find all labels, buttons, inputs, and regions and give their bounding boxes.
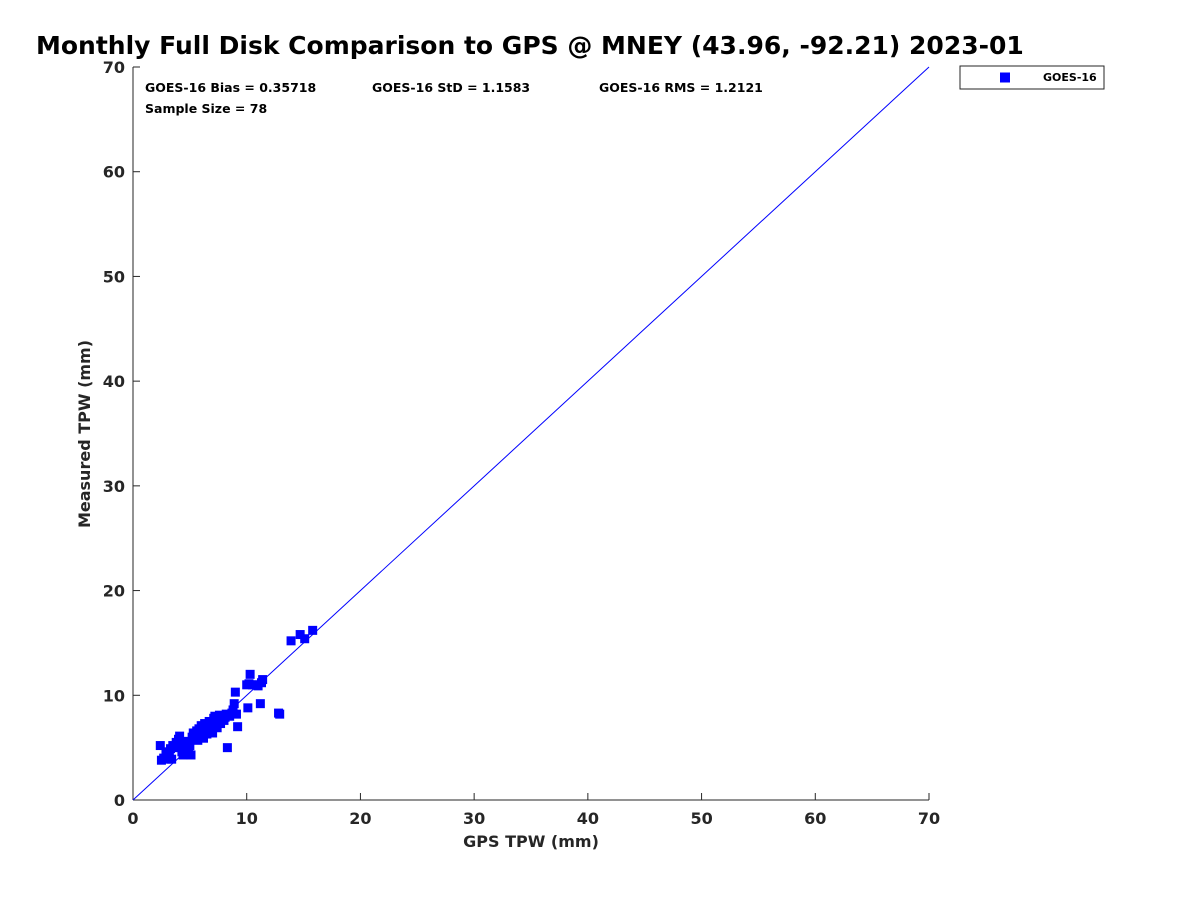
data-point — [185, 741, 195, 751]
data-point — [300, 634, 310, 644]
data-point — [206, 722, 216, 732]
data-point — [233, 722, 243, 732]
data-point — [175, 731, 185, 741]
y-tick-label: 0 — [114, 791, 125, 810]
data-point — [231, 709, 241, 719]
y-tick-label: 10 — [103, 686, 125, 705]
data-point — [295, 630, 305, 640]
one-to-one-line — [132, 66, 930, 801]
x-tick-label: 0 — [127, 809, 138, 828]
y-tick-label: 30 — [103, 477, 125, 496]
data-point — [204, 716, 214, 726]
data-point — [222, 743, 232, 753]
chart-title: Monthly Full Disk Comparison to GPS @ MN… — [36, 31, 1024, 60]
data-point — [274, 708, 284, 718]
data-point — [230, 687, 240, 697]
y-tick-label: 60 — [103, 163, 125, 182]
data-point — [255, 699, 265, 709]
data-point — [243, 703, 253, 713]
y-tick-label: 50 — [103, 267, 125, 286]
data-point — [286, 636, 296, 646]
y-tick-label: 70 — [103, 58, 125, 77]
data-point — [155, 741, 165, 751]
rms-stat: GOES-16 RMS = 1.2121 — [599, 80, 763, 95]
y-tick-label: 40 — [103, 372, 125, 391]
data-point — [229, 699, 239, 709]
std-stat: GOES-16 StD = 1.1583 — [372, 80, 530, 95]
data-point — [186, 750, 196, 760]
x-tick-label: 50 — [690, 809, 712, 828]
data-points — [155, 625, 318, 765]
bias-stat: GOES-16 Bias = 0.35718 — [145, 80, 316, 95]
data-point — [245, 669, 255, 679]
data-point — [178, 750, 188, 760]
data-point — [170, 743, 180, 753]
x-tick-label: 60 — [804, 809, 826, 828]
x-tick-label: 40 — [577, 809, 599, 828]
data-point — [208, 728, 218, 738]
y-tick-label: 20 — [103, 582, 125, 601]
x-tick-label: 70 — [918, 809, 940, 828]
legend-marker — [1000, 72, 1010, 83]
x-tick-label: 20 — [349, 809, 371, 828]
data-point — [308, 625, 318, 635]
data-point — [258, 675, 268, 685]
plot-area: 0 10 20 30 40 50 60 70 0 10 20 30 40 50 60 70 — [103, 58, 940, 828]
data-point — [167, 754, 177, 764]
x-axis-label: GPS TPW (mm) — [463, 832, 599, 851]
x-tick-label: 30 — [463, 809, 485, 828]
legend-label: GOES-16 — [1043, 71, 1097, 84]
y-axis-label: Measured TPW (mm) — [75, 340, 94, 528]
sample-size-stat: Sample Size = 78 — [145, 101, 267, 116]
legend-box — [959, 65, 1105, 90]
legend: GOES-16 — [959, 65, 1105, 90]
x-tick-label: 10 — [236, 809, 258, 828]
